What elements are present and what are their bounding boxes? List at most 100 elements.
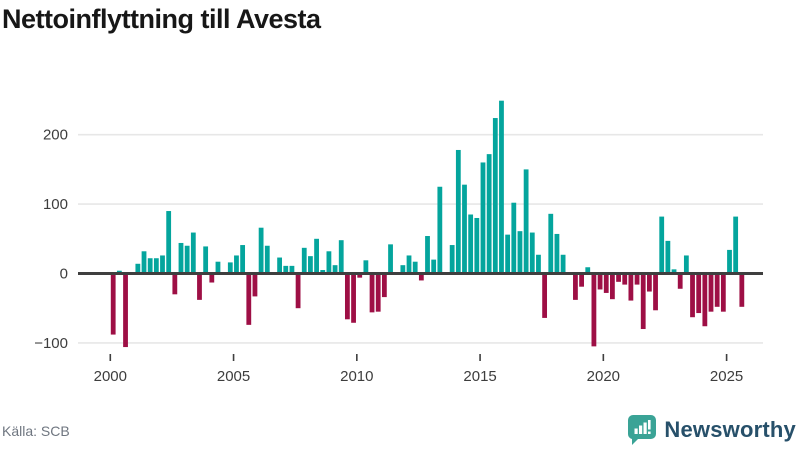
bar-positive bbox=[548, 213, 554, 274]
bar-positive bbox=[320, 270, 326, 274]
bar-negative bbox=[720, 273, 726, 312]
bar-positive bbox=[671, 269, 677, 274]
x-tick-label: 2020 bbox=[587, 368, 620, 385]
logo-bar-medium bbox=[639, 425, 643, 434]
bar-positive bbox=[283, 265, 289, 274]
bar-positive bbox=[659, 216, 665, 274]
brand-wordmark: Newsworthy bbox=[664, 417, 796, 442]
bar-positive bbox=[147, 258, 153, 274]
bar-positive bbox=[505, 234, 511, 274]
bar-positive bbox=[486, 154, 492, 274]
bar-negative bbox=[369, 273, 375, 313]
chart-title: Nettoinflyttning till Avesta bbox=[2, 4, 321, 34]
bar-positive bbox=[240, 245, 246, 274]
bar-positive bbox=[141, 251, 147, 274]
y-tick-label: 0 bbox=[60, 266, 68, 283]
bar-negative bbox=[616, 273, 621, 282]
bar-positive bbox=[560, 254, 566, 274]
bar-positive bbox=[499, 100, 504, 274]
bar-positive bbox=[585, 267, 591, 274]
bar-negative bbox=[197, 273, 202, 300]
bar-positive bbox=[301, 247, 307, 274]
bar-positive bbox=[234, 255, 239, 274]
bar-negative bbox=[603, 273, 609, 293]
x-tick-label: 2015 bbox=[463, 368, 496, 385]
bar-negative bbox=[634, 273, 640, 285]
bar-negative bbox=[209, 273, 215, 283]
bar-positive bbox=[264, 245, 270, 274]
bar-positive bbox=[153, 258, 159, 274]
bar-negative bbox=[597, 273, 603, 290]
bar-positive bbox=[184, 245, 190, 274]
bar-negative bbox=[357, 273, 363, 278]
bar-positive bbox=[431, 259, 437, 274]
bar-positive bbox=[455, 149, 461, 274]
bar-positive bbox=[215, 261, 221, 274]
x-tick-label: 2005 bbox=[217, 368, 250, 385]
bar-positive bbox=[289, 265, 295, 274]
bar-negative bbox=[739, 273, 745, 307]
bar-positive bbox=[517, 231, 523, 274]
bar-chart: 200 100 0 −100 2000 2005 2010 2015 2020 2025 bbox=[34, 100, 763, 385]
bar-positive bbox=[412, 261, 418, 274]
bar-negative bbox=[628, 273, 634, 301]
bar-positive bbox=[338, 240, 344, 274]
bar-positive bbox=[511, 202, 517, 274]
bar-positive bbox=[536, 254, 541, 274]
bar-positive bbox=[733, 216, 739, 274]
bar-negative bbox=[653, 273, 658, 311]
bar-negative bbox=[591, 273, 597, 347]
x-tick-label: 2025 bbox=[710, 368, 743, 385]
bar-negative bbox=[252, 273, 258, 297]
bar-negative bbox=[172, 273, 178, 295]
bar-positive bbox=[529, 232, 535, 274]
bar-positive bbox=[326, 251, 332, 274]
bar-negative bbox=[418, 273, 424, 281]
bar-positive bbox=[437, 186, 443, 274]
bar-negative bbox=[610, 273, 615, 300]
bar-positive bbox=[400, 265, 406, 274]
y-tick-label: −100 bbox=[34, 335, 68, 352]
bar-positive bbox=[203, 246, 209, 274]
bar-positive bbox=[388, 244, 393, 274]
bar-negative bbox=[246, 273, 252, 325]
bar-negative bbox=[696, 273, 702, 314]
bar-positive bbox=[474, 217, 480, 274]
bar-negative bbox=[295, 273, 301, 309]
y-tick-label: 100 bbox=[43, 196, 68, 213]
logo-bar-tall bbox=[643, 422, 648, 434]
bar-positive bbox=[727, 249, 732, 274]
bar-negative bbox=[690, 273, 695, 318]
bar-positive bbox=[425, 236, 430, 274]
bar-negative bbox=[123, 273, 128, 348]
bar-positive bbox=[468, 214, 474, 274]
bar-positive bbox=[258, 227, 264, 274]
bar-positive bbox=[449, 245, 455, 274]
bar-negative bbox=[542, 273, 548, 318]
bar-positive bbox=[178, 242, 184, 274]
source-note: Källa: SCB bbox=[2, 423, 70, 439]
bar-positive bbox=[462, 184, 467, 274]
logo-exclamation-dot bbox=[648, 431, 652, 434]
bar-negative bbox=[702, 273, 708, 327]
bar-positive bbox=[166, 211, 172, 274]
bar-positive bbox=[363, 260, 369, 274]
bar-positive bbox=[277, 257, 282, 274]
bar-negative bbox=[708, 273, 714, 312]
bar-negative bbox=[381, 273, 387, 298]
bar-negative bbox=[677, 273, 683, 289]
bar-positive bbox=[665, 240, 671, 274]
bar-negative bbox=[375, 273, 381, 312]
bar-negative bbox=[714, 273, 720, 307]
bar-positive bbox=[135, 263, 141, 274]
bar-positive bbox=[554, 233, 560, 274]
x-tick-label: 2000 bbox=[94, 368, 127, 385]
logo-bar-small bbox=[634, 428, 639, 434]
bar-negative bbox=[351, 273, 356, 323]
bar-positive bbox=[227, 262, 233, 274]
bar-positive bbox=[160, 255, 165, 274]
bar-negative bbox=[579, 273, 584, 287]
bar-positive bbox=[480, 162, 486, 274]
bar-negative bbox=[344, 273, 350, 320]
bar-positive bbox=[683, 255, 689, 274]
